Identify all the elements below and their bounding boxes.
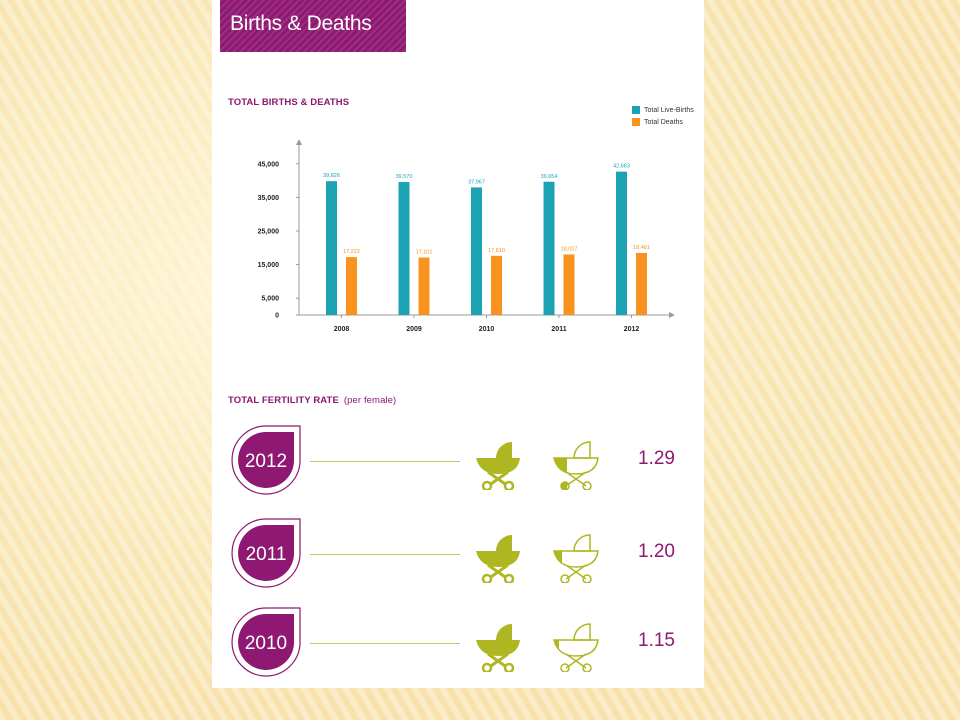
legend-swatch-deaths [632, 118, 640, 126]
data-label-deaths: 18,481 [633, 245, 650, 251]
bar-deaths [636, 252, 647, 315]
legend-item-deaths: Total Deaths [632, 116, 694, 128]
legend-swatch-births [632, 106, 640, 114]
year-label: 2010 [244, 633, 288, 654]
connector-line [310, 461, 460, 462]
pram-full-icon [476, 442, 520, 490]
banner-title: Births & Deaths [230, 12, 372, 35]
pram-full-icon [476, 624, 520, 672]
chart-section-title: TOTAL BIRTHS & DEATHS [228, 97, 349, 108]
poster: Births & Deaths TOTAL BIRTHS & DEATHS To… [212, 0, 704, 688]
year-badge [231, 425, 301, 495]
bar-births [543, 181, 555, 315]
data-label-deaths: 18,027 [561, 246, 578, 252]
y-tick-label: 0 [275, 313, 279, 320]
year-label: 2012 [244, 451, 288, 472]
bar-deaths [491, 255, 502, 315]
data-label-deaths: 17,101 [416, 250, 433, 256]
year-label: 2011 [245, 544, 287, 565]
bar-deaths [418, 257, 430, 315]
fertility-rate-value: 1.20 [638, 541, 675, 562]
year-badge [231, 607, 301, 677]
y-tick-label: 35,000 [258, 195, 280, 202]
data-label-deaths: 17,610 [488, 248, 505, 254]
connector-line [310, 554, 460, 555]
pram-partial-icon [553, 623, 599, 672]
fertility-subtitle: (per female) [343, 395, 397, 406]
chart-legend: Total Live-Births Total Deaths [632, 104, 694, 128]
x-tick-label: 2008 [334, 326, 350, 333]
y-tick-label: 5,000 [261, 296, 279, 303]
births-deaths-chart: 0 5,000 15,000 25,000 35,000 45,000 39,826 17,2… [258, 140, 675, 333]
data-label-births: 37,967 [468, 179, 485, 185]
x-axis-arrow [669, 312, 675, 318]
data-label-births: 39,826 [323, 173, 340, 179]
legend-item-births: Total Live-Births [632, 104, 694, 116]
pram-partial-icon [553, 441, 599, 490]
bar-births [471, 187, 482, 315]
chart-title: TOTAL BIRTHS & DEATHS [228, 97, 350, 108]
legend-label-deaths: Total Deaths [644, 118, 683, 126]
bar-deaths [563, 254, 575, 315]
fertility-row-2012: 2012 [228, 424, 688, 500]
x-tick-label: 2012 [624, 326, 640, 333]
fertility-rate-value: 1.29 [638, 448, 675, 469]
data-label-births: 42,663 [613, 164, 630, 170]
pram-partial-icon [553, 534, 599, 583]
bar-births [616, 171, 627, 315]
y-axis-arrow [296, 140, 302, 145]
x-tick-label: 2009 [406, 326, 422, 333]
year-badge [231, 518, 301, 588]
title-banner: Births & Deaths [220, 0, 406, 52]
y-tick-label: 15,000 [258, 262, 280, 269]
fertility-section-title: TOTAL FERTILITY RATE (per female) [228, 395, 396, 406]
x-tick-label: 2010 [479, 326, 495, 333]
data-label-deaths: 17,222 [343, 249, 360, 255]
pram-full-icon [476, 535, 520, 583]
bar-births [326, 181, 337, 315]
bar-births [398, 182, 410, 315]
x-tick-label: 2011 [551, 326, 566, 333]
data-label-births: 39,570 [396, 174, 413, 180]
legend-label-births: Total Live-Births [644, 106, 694, 114]
connector-line [310, 643, 460, 644]
fertility-row-2011: 2011 [228, 517, 688, 593]
y-tick-label: 45,000 [258, 161, 280, 168]
bar-deaths [346, 257, 357, 315]
data-label-births: 39,654 [541, 174, 558, 180]
fertility-row-2010: 2010 [228, 606, 688, 682]
y-tick-label: 25,000 [258, 229, 280, 236]
fertility-rate-value: 1.15 [638, 630, 675, 651]
fertility-title: TOTAL FERTILITY RATE [228, 395, 339, 406]
